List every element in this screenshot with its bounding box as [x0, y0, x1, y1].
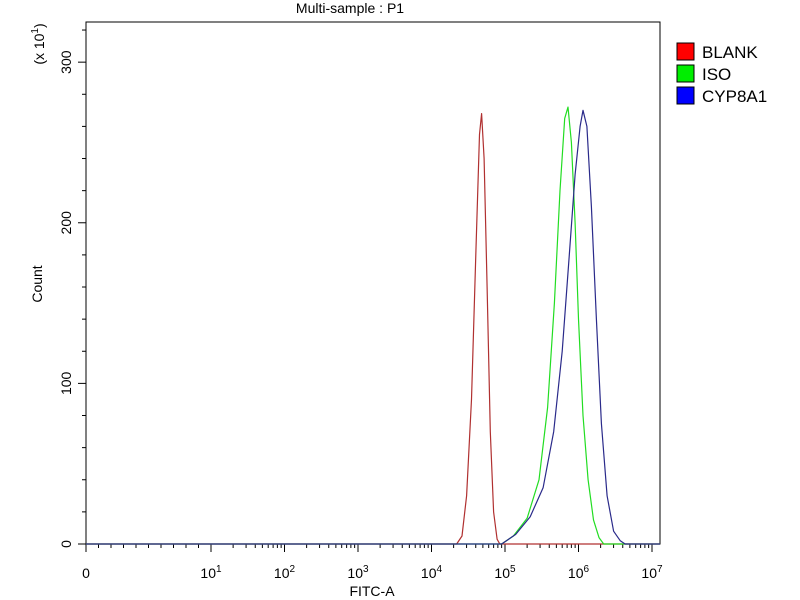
x-tick-label: 103 — [347, 564, 369, 581]
x-tick-label: 0 — [82, 565, 90, 581]
legend-swatch-cyp8a1 — [676, 86, 695, 105]
series-line-blank — [86, 113, 660, 545]
legend-label-iso: ISO — [702, 65, 731, 84]
y-multiplier-base: (x 10 — [31, 33, 47, 64]
y-tick-label: 100 — [58, 371, 74, 395]
series-line-iso — [86, 106, 660, 545]
legend: BLANK ISO CYP8A1 — [676, 42, 767, 106]
series-group — [86, 106, 660, 545]
y-multiplier-exponent: 1 — [30, 28, 41, 34]
x-tick-label: 105 — [494, 564, 516, 581]
legend-swatch-blank — [676, 42, 695, 61]
series-line-cyp8a1 — [86, 109, 660, 545]
x-axis-label: FITC-A — [349, 583, 395, 599]
y-tick-label: 0 — [58, 540, 74, 548]
y-multiplier-close: ) — [31, 23, 47, 28]
x-tick-label: 106 — [568, 564, 590, 581]
x-tick-label: 102 — [274, 564, 296, 581]
svg-text:(x 101): (x 101) — [30, 23, 47, 64]
legend-label-blank: BLANK — [702, 43, 758, 62]
x-tick-label: 107 — [641, 564, 663, 581]
x-tick-label: 104 — [421, 564, 443, 581]
y-axis-label: Count — [29, 265, 45, 302]
y-axis-multiplier: (x 101) — [30, 23, 47, 64]
y-tick-label: 200 — [58, 211, 74, 235]
chart-title: Multi-sample : P1 — [296, 0, 404, 16]
legend-swatch-iso — [676, 64, 695, 83]
legend-label-cyp8a1: CYP8A1 — [702, 87, 767, 106]
x-axis-ticks: 0 101 102 103 104 105 106 107 — [82, 544, 663, 581]
plot-frame — [85, 21, 661, 545]
y-tick-label: 300 — [58, 50, 74, 74]
x-tick-label: 101 — [200, 564, 222, 581]
y-axis-ticks: 0 100 200 300 — [58, 29, 86, 548]
